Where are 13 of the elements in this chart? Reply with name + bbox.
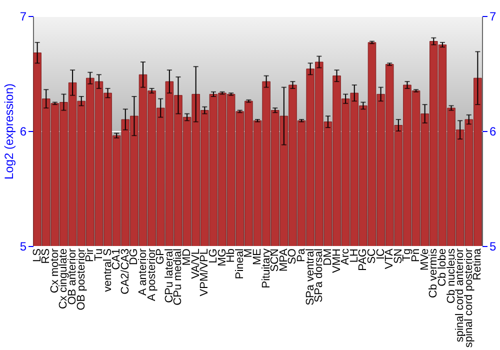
y-tick-label: 6	[20, 124, 27, 138]
y2-tick-label: 6	[490, 124, 496, 138]
x-tick-label: A posterior	[146, 248, 158, 302]
x-tick-label: RS	[40, 248, 52, 264]
x-tick-label: Cb lobe	[436, 248, 448, 286]
x-tick-label: DM	[322, 248, 334, 266]
y-axis-title: Log2 (expression)	[2, 83, 16, 180]
y-tick-label: 7	[20, 10, 27, 24]
x-tick-label: Tg	[401, 248, 414, 262]
y2-tick-label: 5	[490, 240, 496, 254]
x-tick-label: OB posterior	[75, 248, 88, 310]
y2-tick-label: 7	[490, 10, 496, 24]
y-tick-label: 5	[20, 240, 27, 254]
